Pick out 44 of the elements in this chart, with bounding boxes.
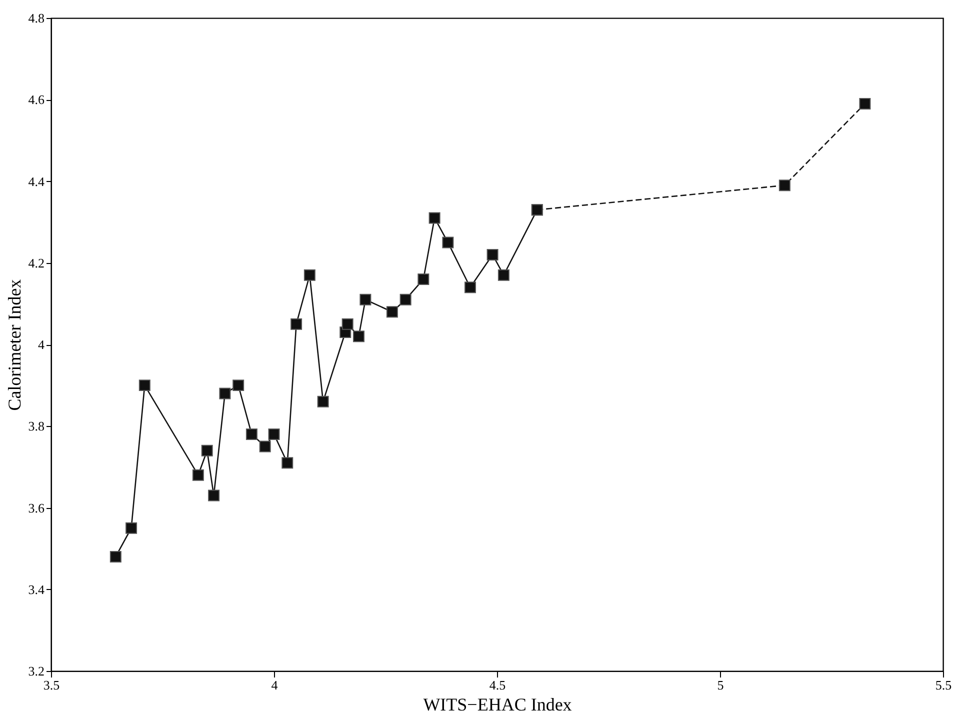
point xyxy=(352,330,364,342)
x-tick-label: 4 xyxy=(271,678,278,692)
y-tick-label: 4.8 xyxy=(28,10,44,26)
point xyxy=(317,396,329,408)
y-tick-label: 3.4 xyxy=(28,582,45,597)
point xyxy=(138,380,150,392)
y-axis-title: Calorimeter Index xyxy=(4,279,24,411)
point xyxy=(342,318,354,330)
point xyxy=(464,282,476,294)
point xyxy=(268,428,280,440)
point xyxy=(859,98,871,110)
x-axis-title: WITS−EHAC Index xyxy=(423,694,572,714)
x-tick-label: 4.5 xyxy=(489,678,506,692)
point xyxy=(304,269,316,281)
point xyxy=(778,180,790,192)
x-tick-label: 3.5 xyxy=(43,678,60,692)
point xyxy=(219,388,231,400)
point xyxy=(290,318,302,330)
point xyxy=(386,306,398,318)
y-tick-label: 4.6 xyxy=(28,92,45,108)
point xyxy=(400,294,412,306)
point xyxy=(428,212,440,224)
point xyxy=(442,236,454,248)
point xyxy=(232,380,244,392)
point xyxy=(126,522,138,534)
y-tick-label: 3.6 xyxy=(28,500,45,516)
point xyxy=(486,248,498,260)
point xyxy=(360,294,372,306)
x-tick-label: 5.5 xyxy=(935,678,952,692)
point xyxy=(246,428,258,440)
y-tick-label: 4 xyxy=(38,337,45,352)
point xyxy=(201,444,213,456)
point xyxy=(110,550,122,562)
point xyxy=(259,440,271,452)
point xyxy=(192,469,204,481)
x-tick-label: 5 xyxy=(717,678,724,692)
point xyxy=(418,273,430,285)
point xyxy=(498,269,510,281)
y-tick-label: 4.2 xyxy=(28,255,44,270)
y-tick-label: 3.8 xyxy=(28,418,44,434)
y-tick-label: 4.4 xyxy=(28,174,45,189)
point xyxy=(282,457,294,469)
point xyxy=(208,490,220,502)
y-tick-label: 3.2 xyxy=(28,664,44,678)
